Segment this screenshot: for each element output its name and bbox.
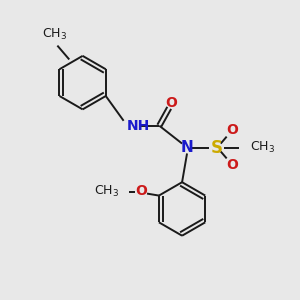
Text: S: S bbox=[211, 139, 223, 157]
Text: CH$_3$: CH$_3$ bbox=[42, 26, 67, 42]
Text: O: O bbox=[165, 96, 177, 110]
Text: NH: NH bbox=[127, 119, 150, 133]
Text: N: N bbox=[181, 140, 194, 155]
Text: CH$_3$: CH$_3$ bbox=[94, 184, 119, 199]
Text: O: O bbox=[227, 123, 239, 137]
Text: CH$_3$: CH$_3$ bbox=[250, 140, 276, 155]
Text: O: O bbox=[227, 158, 239, 172]
Text: O: O bbox=[135, 184, 147, 198]
